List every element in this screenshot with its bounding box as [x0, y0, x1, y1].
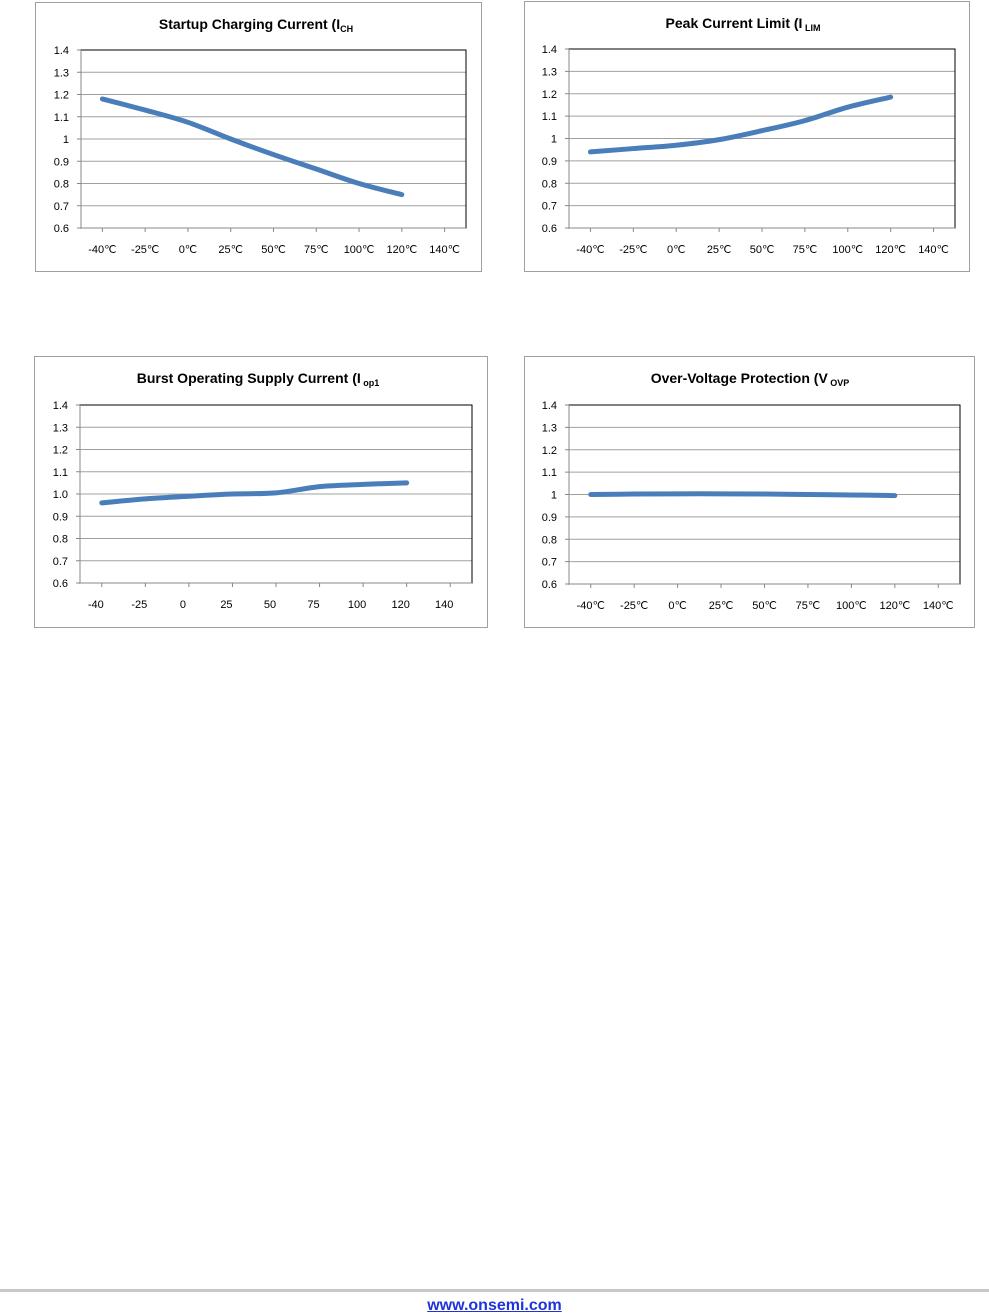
x-tick-label: 50℃ — [261, 244, 286, 256]
x-tick-label: 0℃ — [668, 600, 686, 612]
x-tick-label: 120℃ — [386, 244, 417, 256]
x-tick-label: 0 — [180, 599, 186, 611]
y-tick-label: 0.8 — [54, 179, 69, 191]
chart-title-sub: CH — [340, 24, 353, 34]
y-tick-label: 1.1 — [542, 111, 557, 123]
y-tick-label: 0.8 — [542, 178, 557, 190]
chart-svg: Over-Voltage Protection (V OVP 1.4 1.3 1.2 1… — [542, 370, 961, 612]
chart-peak-current-limit: Peak Current Limit (I LIM 1.4 1.3 1.2 1.1 1 0.… — [524, 1, 970, 272]
y-tick-label: 1.1 — [542, 467, 557, 479]
y-tick-label: 0.9 — [542, 512, 557, 524]
chart-title-sub: LIM — [802, 23, 820, 33]
chart-svg: Peak Current Limit (I LIM 1.4 1.3 1.2 1.1 1 0.… — [542, 15, 956, 256]
chart-over-voltage-protection: Over-Voltage Protection (V OVP 1.4 1.3 1.2 1… — [524, 356, 975, 628]
x-tick-label: 25℃ — [709, 600, 734, 612]
x-tick-label: 0℃ — [667, 244, 685, 256]
y-tick-label: 1.3 — [53, 422, 68, 434]
y-tick-label: 1 — [551, 134, 557, 146]
y-tick-label: 0.6 — [542, 579, 557, 591]
chart-title: Startup Charging Current (ICH — [159, 16, 353, 34]
x-tick-label: -25℃ — [619, 244, 647, 256]
x-tick-label: -25℃ — [620, 600, 648, 612]
y-tick-label: 1.4 — [542, 44, 557, 56]
y-tick-label: 1.3 — [54, 67, 69, 79]
y-tick-label: 0.9 — [53, 511, 68, 523]
x-tick-label: 25℃ — [707, 244, 732, 256]
x-tick-label: 0℃ — [179, 244, 197, 256]
chart-title: Peak Current Limit (I LIM — [666, 15, 821, 33]
x-tick-label: -40℃ — [576, 244, 604, 256]
chart-title: Over-Voltage Protection (V OVP — [651, 370, 850, 388]
chart-title-main: Burst Operating Supply Current (I — [137, 370, 361, 386]
x-tick-label: 75℃ — [793, 244, 818, 256]
x-tick-label: -25℃ — [131, 244, 159, 256]
y-tick-label: 1.2 — [54, 90, 69, 102]
y-tick-label: 1.4 — [53, 400, 68, 412]
chart-title-main: Over-Voltage Protection (V — [651, 370, 829, 386]
y-tick-label: 0.8 — [542, 534, 557, 546]
x-tick-label: 50℃ — [752, 600, 777, 612]
x-tick-label: 50 — [264, 599, 276, 611]
x-tick-label: 140℃ — [429, 244, 460, 256]
y-tick-label: 0.6 — [53, 578, 68, 590]
y-tick-label: 1.1 — [54, 112, 69, 124]
chart-svg: Startup Charging Current (ICH 1.4 1.3 1.2 1.… — [54, 16, 467, 256]
chart-startup-charging-current: Startup Charging Current (ICH 1.4 1.3 1.2 1.… — [35, 2, 482, 272]
y-tick-label: 1 — [63, 134, 69, 146]
x-tick-label: 75℃ — [304, 244, 329, 256]
x-tick-label: 120℃ — [879, 600, 910, 612]
chart-title-sub: op1 — [361, 378, 380, 388]
x-tick-label: 50℃ — [750, 244, 775, 256]
x-tick-label: 100℃ — [344, 244, 375, 256]
y-tick-label: 1.4 — [54, 45, 69, 57]
x-tick-label: -40℃ — [88, 244, 116, 256]
x-tick-label: 120℃ — [875, 244, 906, 256]
y-tick-label: 1.2 — [542, 445, 557, 457]
chart-title-main: Startup Charging Current (I — [159, 16, 340, 32]
y-tick-label: 1.0 — [53, 489, 68, 501]
x-tick-label: 75℃ — [796, 600, 821, 612]
y-tick-label: 0.6 — [54, 223, 69, 235]
y-tick-label: 0.7 — [53, 556, 68, 568]
series-line — [99, 480, 410, 506]
y-tick-label: 0.6 — [542, 223, 557, 235]
y-tick-label: 1.1 — [53, 467, 68, 479]
y-tick-label: 0.9 — [542, 156, 557, 168]
x-tick-label: -25 — [131, 599, 147, 611]
series-line — [588, 491, 898, 499]
y-tick-label: 0.7 — [54, 201, 69, 213]
chart-title-sub: OVP — [828, 378, 850, 388]
x-tick-label: 100℃ — [836, 600, 867, 612]
x-tick-label: 75 — [307, 599, 319, 611]
x-tick-label: 25 — [220, 599, 232, 611]
x-tick-label: -40℃ — [577, 600, 605, 612]
x-tick-label: 100 — [348, 599, 366, 611]
x-tick-label: -40 — [88, 599, 104, 611]
y-tick-label: 1.2 — [53, 445, 68, 457]
y-tick-label: 0.9 — [54, 156, 69, 168]
y-tick-label: 1.2 — [542, 89, 557, 101]
y-tick-label: 0.7 — [542, 557, 557, 569]
y-tick-label: 1 — [551, 490, 557, 502]
x-tick-label: 100℃ — [832, 244, 863, 256]
series-line — [99, 96, 405, 198]
x-tick-label: 140℃ — [918, 244, 949, 256]
y-tick-label: 1.3 — [542, 66, 557, 78]
y-tick-label: 1.4 — [542, 400, 557, 412]
chart-svg: Burst Operating Supply Current (I op1 1.4… — [53, 370, 473, 611]
series-line — [587, 94, 894, 155]
y-tick-label: 0.8 — [53, 534, 68, 546]
x-tick-label: 25℃ — [218, 244, 243, 256]
y-tick-label: 0.7 — [542, 201, 557, 213]
x-tick-label: 140℃ — [923, 600, 954, 612]
footer-link[interactable]: www.onsemi.com — [427, 1297, 562, 1314]
y-tick-label: 1.3 — [542, 422, 557, 434]
chart-title-main: Peak Current Limit (I — [666, 15, 803, 31]
x-tick-label: 140 — [435, 599, 453, 611]
chart-burst-operating-supply-current: Burst Operating Supply Current (I op1 1.4… — [34, 356, 488, 628]
chart-title: Burst Operating Supply Current (I op1 — [137, 370, 380, 388]
x-tick-label: 120 — [391, 599, 409, 611]
footer-divider — [0, 1289, 989, 1292]
